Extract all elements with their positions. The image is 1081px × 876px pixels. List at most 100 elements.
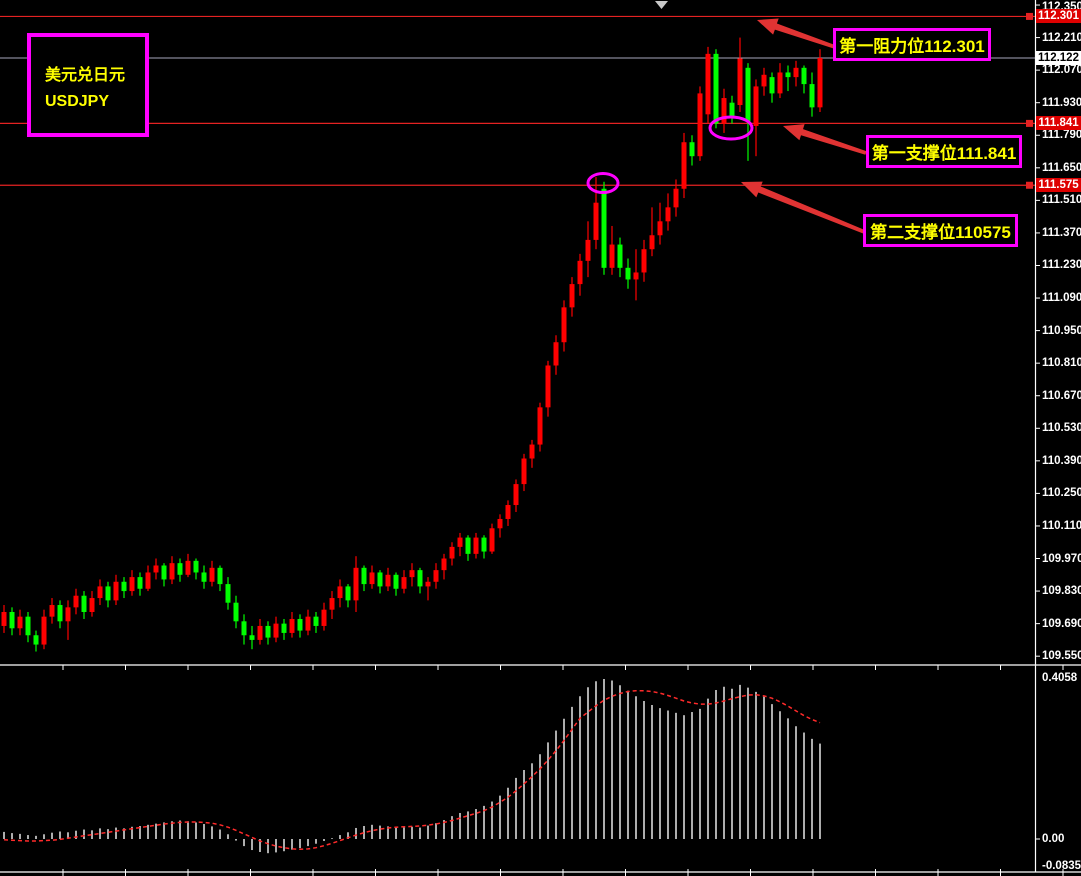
candle-body: [425, 581, 431, 587]
price-axis-label: 110.110: [1042, 519, 1081, 532]
candle-body: [697, 93, 703, 157]
sr-line-handle[interactable]: [1026, 12, 1033, 20]
candle-body: [193, 560, 199, 573]
candle-body: [569, 284, 575, 308]
sr-lines-layer: [0, 12, 1035, 189]
candle-body: [41, 616, 47, 645]
candle-body: [561, 307, 567, 343]
candle-body: [753, 86, 759, 126]
candle-body: [217, 567, 223, 585]
support1-annotation-box[interactable]: 第一支撑位111.841: [866, 135, 1022, 168]
price-axis-label: 110.250: [1042, 487, 1081, 500]
sr-price-badge: 111.575: [1036, 177, 1081, 192]
candle-body: [481, 537, 487, 552]
candle-body: [225, 584, 231, 603]
candle-body: [577, 260, 583, 285]
candle-body: [329, 598, 335, 610]
price-axis-label: 111.090: [1042, 292, 1081, 305]
candle-body: [257, 625, 263, 640]
candle-body: [785, 72, 791, 78]
candle-body: [273, 623, 279, 638]
candle-body: [121, 581, 127, 592]
candle-body: [361, 567, 367, 585]
price-axis-label: 111.510: [1042, 194, 1081, 207]
candle-body: [113, 581, 119, 601]
candle-body: [617, 244, 623, 268]
sr-line-handle[interactable]: [1026, 119, 1033, 127]
support1-label: 第一支撑位111.841: [871, 144, 1017, 163]
candle-body: [665, 207, 671, 222]
candle-body: [233, 602, 239, 622]
candle-body: [281, 623, 287, 633]
candle-body: [337, 586, 343, 599]
candle-body: [457, 537, 463, 547]
candle-body: [633, 272, 639, 280]
candle-body: [449, 546, 455, 559]
price-axis-label: 109.550: [1042, 650, 1081, 663]
candle-body: [1, 612, 7, 626]
candle-body: [793, 67, 799, 78]
candle-body: [65, 607, 71, 622]
candle-body: [57, 605, 63, 622]
price-axis-label: 110.670: [1042, 389, 1081, 402]
candle-body: [289, 618, 295, 633]
support2-annotation-box[interactable]: 第二支撑位110575: [863, 214, 1018, 247]
candle-body: [537, 407, 543, 445]
candle-body: [809, 84, 815, 108]
candle-body: [241, 621, 247, 636]
candle-body: [97, 586, 103, 599]
price-axis-label: 109.830: [1042, 585, 1081, 598]
candle-body: [609, 244, 615, 268]
candle-body: [705, 53, 711, 115]
candle-body: [297, 618, 303, 631]
symbol-label-box[interactable]: 美元兑日元 USDJPY: [27, 33, 149, 137]
candle-body: [473, 537, 479, 554]
candle-body: [513, 484, 519, 506]
candles-layer: [1, 37, 823, 652]
candle-body: [529, 444, 535, 459]
candle-body: [625, 267, 631, 280]
price-axis-label: 109.970: [1042, 552, 1081, 565]
sr-price-badge: 112.301: [1036, 8, 1081, 23]
annotation-arrow[interactable]: [741, 181, 868, 235]
candle-body: [641, 249, 647, 273]
candle-body: [761, 74, 767, 87]
candle-body: [345, 586, 351, 601]
candle-body: [737, 58, 743, 106]
macd-axis-label: 0.00: [1042, 833, 1065, 845]
candle-body: [433, 570, 439, 582]
candle-body: [137, 577, 143, 589]
candle-body: [409, 570, 415, 578]
candle-body: [49, 605, 55, 617]
candle-body: [441, 558, 447, 571]
candle-body: [689, 142, 695, 157]
candle-body: [169, 563, 175, 580]
candle-body: [729, 102, 735, 117]
bar-marker-triangle-icon[interactable]: [655, 1, 668, 9]
candle-body: [721, 98, 727, 124]
macd-signal-line: [3, 689, 821, 851]
resistance1-label: 第一阻力位112.301: [839, 37, 985, 56]
candle-body: [745, 67, 751, 122]
candle-body: [369, 572, 375, 585]
candle-body: [521, 458, 527, 485]
candle-body: [713, 53, 719, 124]
candle-body: [377, 572, 383, 587]
resistance1-annotation-box[interactable]: 第一阻力位112.301: [833, 28, 991, 61]
candle-body: [249, 635, 255, 640]
highlight-ellipse[interactable]: [708, 115, 754, 141]
candle-body: [201, 572, 207, 582]
candle-body: [353, 567, 359, 601]
candle-body: [161, 565, 167, 580]
candle-body: [777, 72, 783, 94]
candle-body: [593, 202, 599, 240]
highlight-ellipse[interactable]: [586, 172, 620, 194]
annotation-arrow[interactable]: [783, 124, 867, 155]
sr-line-handle[interactable]: [1026, 181, 1033, 189]
annotation-arrow[interactable]: [757, 18, 836, 49]
candle-body: [209, 567, 215, 582]
sr-price-badge: 111.841: [1036, 115, 1081, 130]
candle-body: [153, 565, 159, 573]
candle-body: [553, 342, 559, 366]
